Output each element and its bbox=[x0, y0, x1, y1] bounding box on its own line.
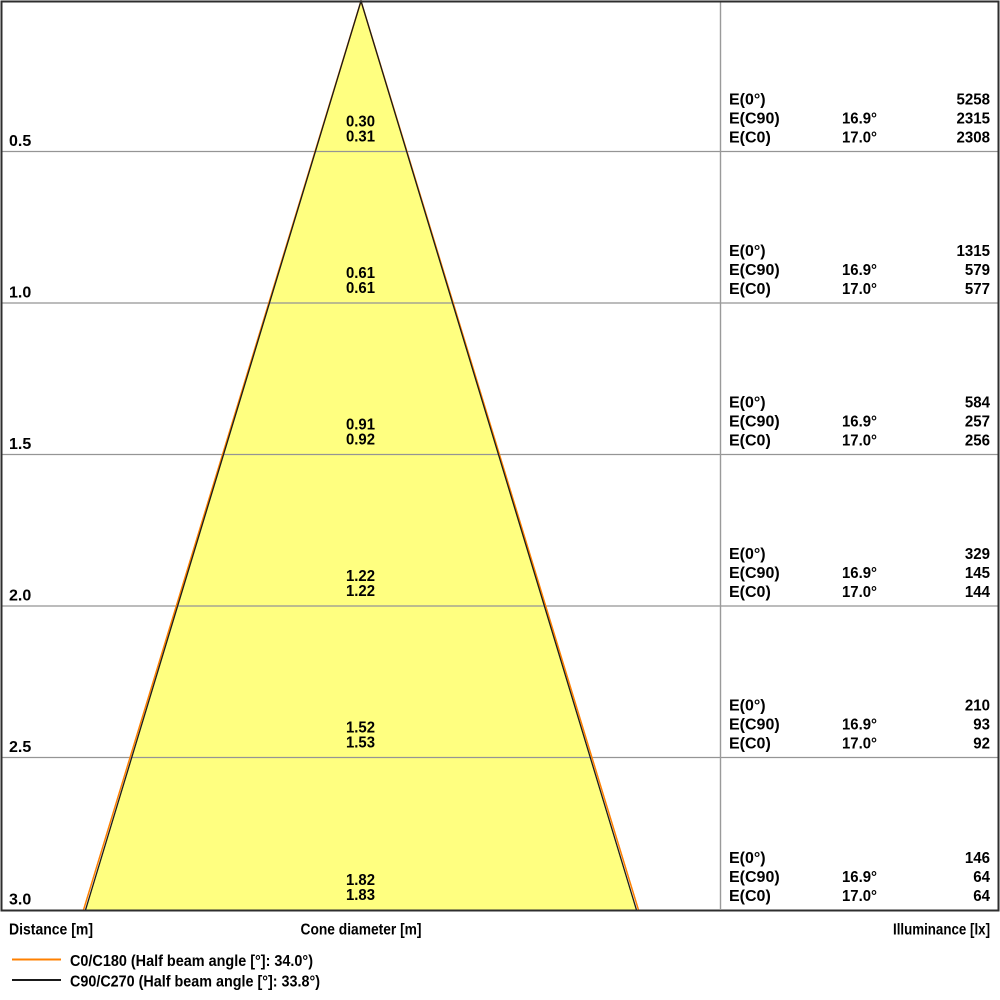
svg-text:1.82: 1.82 bbox=[346, 872, 375, 889]
svg-text:16.9°: 16.9° bbox=[842, 869, 877, 886]
svg-text:Cone diameter [m]: Cone diameter [m] bbox=[301, 922, 422, 939]
svg-text:E(0°): E(0°) bbox=[729, 243, 766, 260]
svg-text:17.0°: 17.0° bbox=[842, 281, 877, 298]
svg-text:93: 93 bbox=[973, 717, 990, 734]
svg-text:E(0°): E(0°) bbox=[729, 92, 766, 109]
svg-text:2.0: 2.0 bbox=[9, 588, 31, 605]
svg-text:2315: 2315 bbox=[957, 111, 991, 128]
svg-text:2.5: 2.5 bbox=[9, 739, 31, 756]
svg-text:17.0°: 17.0° bbox=[842, 888, 877, 905]
svg-text:0.30: 0.30 bbox=[346, 114, 375, 131]
svg-text:0.91: 0.91 bbox=[346, 417, 375, 434]
svg-text:64: 64 bbox=[973, 869, 990, 886]
svg-text:16.9°: 16.9° bbox=[842, 414, 877, 431]
svg-text:E(C0): E(C0) bbox=[729, 736, 771, 753]
svg-text:257: 257 bbox=[965, 414, 990, 431]
svg-text:E(C0): E(C0) bbox=[729, 281, 771, 298]
svg-text:0.92: 0.92 bbox=[346, 432, 375, 449]
svg-text:0.5: 0.5 bbox=[9, 133, 31, 150]
svg-text:17.0°: 17.0° bbox=[842, 433, 877, 450]
svg-text:0.61: 0.61 bbox=[346, 265, 375, 282]
svg-text:64: 64 bbox=[973, 888, 990, 905]
svg-text:1.0: 1.0 bbox=[9, 285, 31, 302]
svg-text:92: 92 bbox=[973, 736, 990, 753]
svg-text:17.0°: 17.0° bbox=[842, 584, 877, 601]
svg-text:E(C0): E(C0) bbox=[729, 433, 771, 450]
svg-text:E(C90): E(C90) bbox=[729, 262, 780, 279]
svg-text:5258: 5258 bbox=[957, 92, 991, 109]
svg-text:1.22: 1.22 bbox=[346, 583, 375, 600]
svg-text:16.9°: 16.9° bbox=[842, 111, 877, 128]
svg-text:0.61: 0.61 bbox=[346, 280, 375, 297]
svg-text:146: 146 bbox=[965, 850, 990, 867]
svg-text:E(C90): E(C90) bbox=[729, 414, 780, 431]
svg-text:16.9°: 16.9° bbox=[842, 565, 877, 582]
svg-text:E(C90): E(C90) bbox=[729, 565, 780, 582]
svg-text:1.52: 1.52 bbox=[346, 720, 375, 737]
svg-text:E(C0): E(C0) bbox=[729, 584, 771, 601]
svg-text:1.5: 1.5 bbox=[9, 436, 31, 453]
svg-text:1315: 1315 bbox=[957, 243, 991, 260]
svg-text:16.9°: 16.9° bbox=[842, 262, 877, 279]
svg-text:0.31: 0.31 bbox=[346, 129, 375, 146]
svg-text:144: 144 bbox=[965, 584, 990, 601]
svg-text:E(C90): E(C90) bbox=[729, 869, 780, 886]
svg-text:3.0: 3.0 bbox=[9, 892, 31, 909]
svg-text:584: 584 bbox=[965, 395, 990, 412]
svg-text:E(C0): E(C0) bbox=[729, 888, 771, 905]
svg-text:E(C0): E(C0) bbox=[729, 130, 771, 147]
svg-text:1.22: 1.22 bbox=[346, 568, 375, 585]
svg-text:E(0°): E(0°) bbox=[729, 395, 766, 412]
svg-text:C90/C270 (Half beam angle [°]:: C90/C270 (Half beam angle [°]: 33.8°) bbox=[70, 974, 320, 991]
svg-text:329: 329 bbox=[965, 546, 990, 563]
svg-text:E(C90): E(C90) bbox=[729, 111, 780, 128]
svg-text:E(C90): E(C90) bbox=[729, 717, 780, 734]
svg-text:E(0°): E(0°) bbox=[729, 698, 766, 715]
svg-text:Illuminance [lx]: Illuminance [lx] bbox=[893, 922, 990, 939]
svg-text:C0/C180 (Half beam angle [°]:: C0/C180 (Half beam angle [°]: 34.0°) bbox=[70, 953, 313, 970]
svg-text:2308: 2308 bbox=[957, 130, 991, 147]
svg-text:Distance [m]: Distance [m] bbox=[9, 922, 93, 939]
svg-text:1.83: 1.83 bbox=[346, 887, 375, 904]
svg-text:E(0°): E(0°) bbox=[729, 546, 766, 563]
svg-text:17.0°: 17.0° bbox=[842, 736, 877, 753]
svg-text:579: 579 bbox=[965, 262, 990, 279]
svg-text:210: 210 bbox=[965, 698, 990, 715]
svg-text:1.53: 1.53 bbox=[346, 735, 375, 752]
svg-text:256: 256 bbox=[965, 433, 990, 450]
svg-text:E(0°): E(0°) bbox=[729, 850, 766, 867]
svg-text:145: 145 bbox=[965, 565, 990, 582]
svg-text:577: 577 bbox=[965, 281, 990, 298]
svg-text:17.0°: 17.0° bbox=[842, 130, 877, 147]
svg-text:16.9°: 16.9° bbox=[842, 717, 877, 734]
